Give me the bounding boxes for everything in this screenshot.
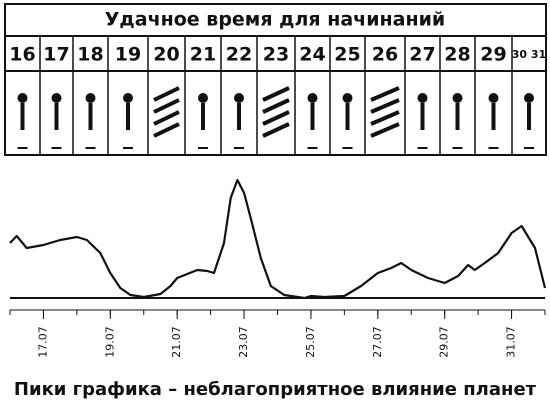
hatch-icon [370, 98, 400, 114]
day-label: 21 [190, 44, 216, 66]
day-label: 24 [299, 44, 325, 66]
figure-head [123, 93, 133, 103]
day-label: 18 [77, 44, 103, 66]
chart-caption: Пики графика – неблагоприятное влияние п… [14, 379, 537, 400]
day-label: 20 [153, 44, 179, 66]
table-title: Удачное время для начинаний [105, 9, 445, 31]
hatch-icon [153, 122, 180, 138]
figure-head [307, 93, 318, 103]
hatch-icon [262, 98, 290, 114]
day-label: 28 [444, 44, 470, 66]
x-tick-label: 31.07 [505, 326, 518, 358]
x-tick-label: 21.07 [170, 326, 183, 358]
day-label: 29 [480, 44, 506, 66]
hatch-icon [370, 86, 400, 102]
figure-head [17, 93, 28, 103]
x-tick-label: 27.07 [371, 326, 384, 358]
day-label: 22 [226, 44, 252, 66]
figure-head [51, 93, 62, 103]
figure-head [452, 93, 463, 103]
figure-head [417, 93, 428, 103]
table-frame [4, 3, 547, 156]
figure-head [524, 93, 534, 103]
x-tick-label: 23.07 [237, 326, 250, 358]
hatch-icon [370, 110, 400, 126]
figure-head [234, 93, 244, 103]
figure-head [488, 93, 499, 103]
day-label: 17 [43, 44, 69, 66]
hatch-icon [153, 98, 180, 114]
x-tick-label: 29.07 [438, 326, 451, 358]
x-tick-label: 25.07 [304, 326, 317, 358]
day-label: 26 [372, 44, 398, 66]
x-tick-label: 19.07 [103, 326, 116, 358]
day-label: 16 [9, 44, 35, 66]
day-label: 30 31 [512, 48, 546, 61]
figure-head [198, 93, 208, 103]
day-label: 25 [334, 44, 360, 66]
hatch-icon [153, 110, 180, 126]
day-label: 23 [263, 44, 289, 66]
data-line [9, 178, 547, 300]
figure-head [85, 93, 96, 103]
x-tick-label: 17.07 [36, 326, 49, 358]
hatch-icon [262, 122, 290, 138]
hatch-icon [262, 86, 290, 102]
hatch-icon [262, 110, 290, 126]
hatch-icon [153, 86, 180, 102]
day-label: 27 [409, 44, 435, 66]
hatch-icon [370, 122, 400, 138]
day-label: 19 [115, 44, 141, 66]
figure-head [342, 93, 353, 103]
